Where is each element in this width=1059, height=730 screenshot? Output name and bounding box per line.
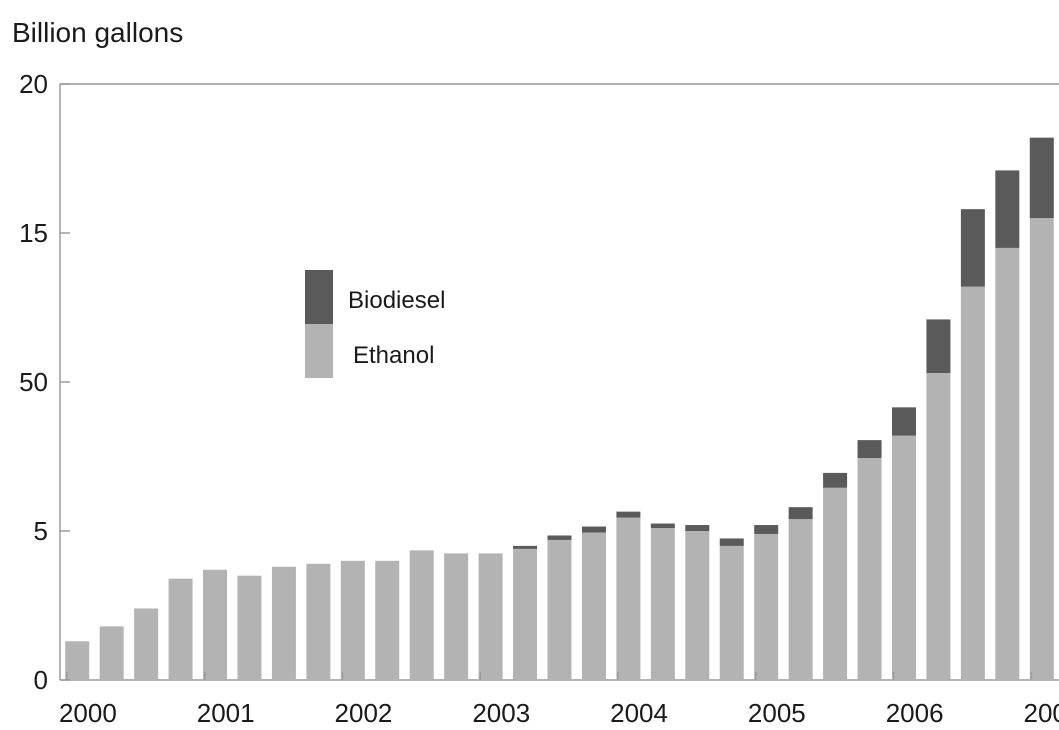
bar-biodiesel bbox=[995, 170, 1020, 248]
bar-ethanol bbox=[99, 626, 124, 680]
bar-ethanol bbox=[995, 247, 1020, 680]
bar-ethanol bbox=[960, 286, 985, 680]
bar-biodiesel bbox=[823, 472, 848, 488]
x-tick-label: 2006 bbox=[886, 698, 944, 728]
bar-ethanol bbox=[444, 553, 469, 680]
bar-ethanol bbox=[375, 560, 400, 680]
x-tick-label: 2001 bbox=[197, 698, 255, 728]
bar-biodiesel bbox=[513, 545, 538, 549]
bar-biodiesel bbox=[650, 523, 675, 529]
y-tick-label: 50 bbox=[19, 367, 48, 397]
bar-ethanol bbox=[65, 641, 90, 680]
bar-ethanol bbox=[926, 373, 951, 680]
x-tick-label: 2000 bbox=[59, 698, 117, 728]
x-tick-label: 2002 bbox=[335, 698, 393, 728]
legend: Biodiesel Ethanol bbox=[305, 270, 445, 378]
bar-ethanol bbox=[271, 566, 296, 680]
bar-ethanol bbox=[857, 457, 882, 680]
bar-ethanol bbox=[1029, 218, 1054, 680]
bar-biodiesel bbox=[926, 319, 951, 374]
bars bbox=[65, 137, 1054, 680]
bar-ethanol bbox=[581, 532, 606, 680]
y-tick-label: 0 bbox=[34, 665, 48, 695]
bar-biodiesel bbox=[788, 507, 813, 520]
bar-ethanol bbox=[891, 435, 916, 680]
legend-label-ethanol: Ethanol bbox=[353, 342, 434, 369]
legend-label-biodiesel: Biodiesel bbox=[348, 287, 445, 314]
bar-biodiesel bbox=[960, 209, 985, 287]
y-tick-label: 20 bbox=[19, 69, 48, 99]
bar-ethanol bbox=[616, 517, 641, 680]
bar-ethanol bbox=[650, 528, 675, 680]
bar-biodiesel bbox=[857, 440, 882, 458]
bar-ethanol bbox=[203, 569, 228, 680]
x-tick-label: 2007 bbox=[1024, 698, 1059, 728]
bar-ethanol bbox=[168, 578, 193, 680]
x-axis: 2000 2001 2002 2003 2004 2005 2006 2007 bbox=[59, 672, 1059, 728]
bar-biodiesel bbox=[891, 407, 916, 436]
bar-ethanol bbox=[237, 575, 262, 680]
bar-biodiesel bbox=[719, 538, 744, 546]
bar-ethanol bbox=[134, 608, 159, 680]
bar-ethanol bbox=[513, 548, 538, 680]
bar-biodiesel bbox=[547, 535, 572, 540]
bar-ethanol bbox=[754, 533, 779, 680]
legend-swatch-biodiesel bbox=[305, 270, 333, 324]
legend-swatch-ethanol bbox=[305, 324, 333, 378]
bar-ethanol bbox=[788, 519, 813, 680]
y-axis-title: Billion gallons bbox=[12, 17, 183, 48]
bar-biodiesel bbox=[581, 526, 606, 533]
x-tick-label: 2004 bbox=[610, 698, 668, 728]
bar-biodiesel bbox=[685, 525, 710, 531]
y-tick-label: 5 bbox=[34, 516, 48, 546]
bar-ethanol bbox=[719, 545, 744, 680]
y-axis: 0 5 50 15 20 bbox=[19, 69, 70, 695]
bar-biodiesel bbox=[616, 511, 641, 518]
x-tick-label: 2003 bbox=[472, 698, 530, 728]
bar-ethanol bbox=[409, 550, 434, 680]
x-tick-label: 2005 bbox=[748, 698, 806, 728]
bar-ethanol bbox=[547, 539, 572, 680]
y-tick-label: 15 bbox=[19, 218, 48, 248]
bar-ethanol bbox=[306, 563, 331, 680]
bar-ethanol bbox=[478, 553, 503, 680]
bar-ethanol bbox=[823, 487, 848, 680]
bar-ethanol bbox=[340, 560, 365, 680]
bar-biodiesel bbox=[754, 525, 779, 534]
bar-ethanol bbox=[685, 531, 710, 680]
bar-biodiesel bbox=[1029, 137, 1054, 219]
